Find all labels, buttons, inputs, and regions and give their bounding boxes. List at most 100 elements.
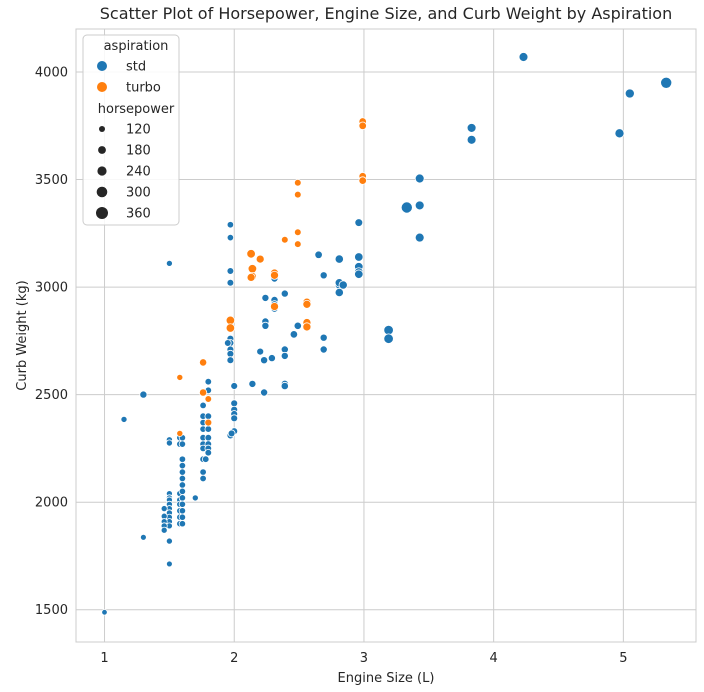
data-point-std bbox=[314, 250, 323, 259]
data-point-std bbox=[178, 440, 187, 448]
data-point-turbo bbox=[293, 228, 302, 237]
y-tick-label: 2500 bbox=[35, 388, 68, 403]
legend-size-marker bbox=[96, 186, 108, 198]
data-point-std bbox=[204, 433, 213, 442]
legend-size-label: 240 bbox=[126, 165, 151, 180]
legend-size-marker bbox=[99, 126, 105, 132]
data-point-std bbox=[223, 339, 232, 347]
data-point-turbo bbox=[302, 322, 312, 332]
data-point-turbo bbox=[293, 190, 302, 199]
data-point-std bbox=[280, 289, 289, 298]
data-point-turbo bbox=[225, 323, 236, 333]
data-point-std bbox=[354, 269, 364, 279]
data-point-std bbox=[260, 356, 269, 365]
data-point-std bbox=[226, 349, 235, 358]
data-point-std bbox=[199, 474, 207, 483]
data-point-std bbox=[226, 278, 235, 287]
x-axis-ticks: 1 2 3 4 5 bbox=[100, 651, 627, 666]
y-tick-label: 1500 bbox=[35, 603, 68, 618]
data-point-turbo bbox=[255, 254, 265, 264]
data-points bbox=[101, 52, 673, 616]
data-point-std bbox=[230, 414, 239, 423]
data-point-std bbox=[354, 252, 364, 262]
data-point-turbo bbox=[358, 121, 367, 130]
data-point-std bbox=[204, 425, 213, 433]
data-point-turbo bbox=[199, 358, 208, 367]
chart-title: Scatter Plot of Horsepower, Engine Size,… bbox=[100, 4, 672, 23]
data-point-std bbox=[289, 330, 299, 339]
x-tick-label: 3 bbox=[360, 651, 368, 666]
data-point-std bbox=[140, 533, 147, 541]
data-point-std bbox=[178, 507, 187, 515]
data-point-std bbox=[293, 321, 302, 330]
legend-label-turbo: turbo bbox=[126, 81, 161, 96]
legend-marker-turbo bbox=[97, 82, 107, 92]
y-axis-label: Curb Weight (kg) bbox=[15, 280, 30, 390]
data-point-turbo bbox=[199, 388, 208, 397]
data-point-turbo bbox=[302, 299, 312, 309]
y-tick-label: 3500 bbox=[35, 173, 68, 188]
data-point-std bbox=[178, 468, 187, 476]
data-point-std bbox=[226, 267, 235, 275]
x-tick-label: 1 bbox=[100, 651, 108, 666]
data-point-turbo bbox=[246, 249, 256, 259]
data-point-std bbox=[160, 505, 168, 513]
data-point-std bbox=[178, 474, 187, 483]
data-point-std bbox=[178, 487, 187, 496]
data-point-std bbox=[280, 351, 289, 360]
data-point-std bbox=[199, 468, 207, 476]
data-point-turbo bbox=[293, 178, 302, 187]
data-point-std bbox=[248, 379, 257, 388]
y-tick-label: 3000 bbox=[35, 281, 68, 296]
data-point-std bbox=[178, 461, 187, 470]
x-axis-label: Engine Size (L) bbox=[338, 671, 435, 686]
data-point-std bbox=[204, 448, 213, 457]
data-point-std bbox=[226, 221, 235, 229]
legend-size-marker bbox=[98, 146, 106, 154]
y-axis-ticks: 1500 2000 2500 3000 3500 4000 bbox=[35, 66, 68, 619]
data-point-std bbox=[319, 345, 328, 354]
data-point-std bbox=[178, 513, 187, 521]
data-point-turbo bbox=[270, 270, 279, 280]
y-tick-label: 2000 bbox=[35, 496, 68, 511]
data-point-turbo bbox=[204, 395, 213, 403]
data-point-std bbox=[518, 52, 529, 62]
data-point-std bbox=[178, 494, 187, 502]
data-point-std bbox=[226, 356, 235, 365]
data-point-std bbox=[267, 354, 276, 363]
data-point-std bbox=[614, 128, 625, 139]
data-point-std bbox=[165, 439, 173, 447]
x-tick-label: 4 bbox=[490, 651, 498, 666]
legend-marker-std bbox=[97, 61, 107, 71]
legend-size-label: 180 bbox=[126, 144, 151, 159]
data-point-std bbox=[178, 481, 187, 489]
data-point-std bbox=[204, 412, 213, 420]
data-point-std bbox=[204, 377, 213, 386]
x-tick-label: 2 bbox=[230, 651, 238, 666]
data-point-turbo bbox=[204, 418, 213, 427]
data-point-std bbox=[230, 382, 239, 390]
data-point-std bbox=[178, 455, 187, 463]
data-point-turbo bbox=[176, 429, 184, 437]
legend-size-label: 360 bbox=[126, 207, 151, 222]
data-point-turbo bbox=[246, 272, 256, 282]
data-point-std bbox=[319, 333, 328, 342]
legend-box bbox=[82, 34, 180, 226]
data-point-turbo bbox=[280, 235, 289, 244]
data-point-turbo bbox=[270, 302, 279, 311]
legend-size-marker bbox=[97, 166, 107, 176]
x-tick-label: 5 bbox=[619, 651, 627, 666]
legend-label-std: std bbox=[126, 60, 146, 75]
legend-size-title: horsepower bbox=[98, 102, 175, 117]
legend-hue-title: aspiration bbox=[104, 39, 169, 54]
legend: aspiration std turbo horsepower 120 180 240 300… bbox=[82, 34, 180, 226]
data-point-std bbox=[414, 173, 425, 184]
legend-size-label: 120 bbox=[126, 123, 151, 138]
data-point-std bbox=[256, 347, 265, 356]
data-point-std bbox=[334, 287, 344, 298]
data-point-std bbox=[191, 494, 199, 502]
data-point-turbo bbox=[247, 264, 258, 274]
data-point-std bbox=[414, 232, 425, 243]
data-point-std bbox=[165, 537, 173, 545]
